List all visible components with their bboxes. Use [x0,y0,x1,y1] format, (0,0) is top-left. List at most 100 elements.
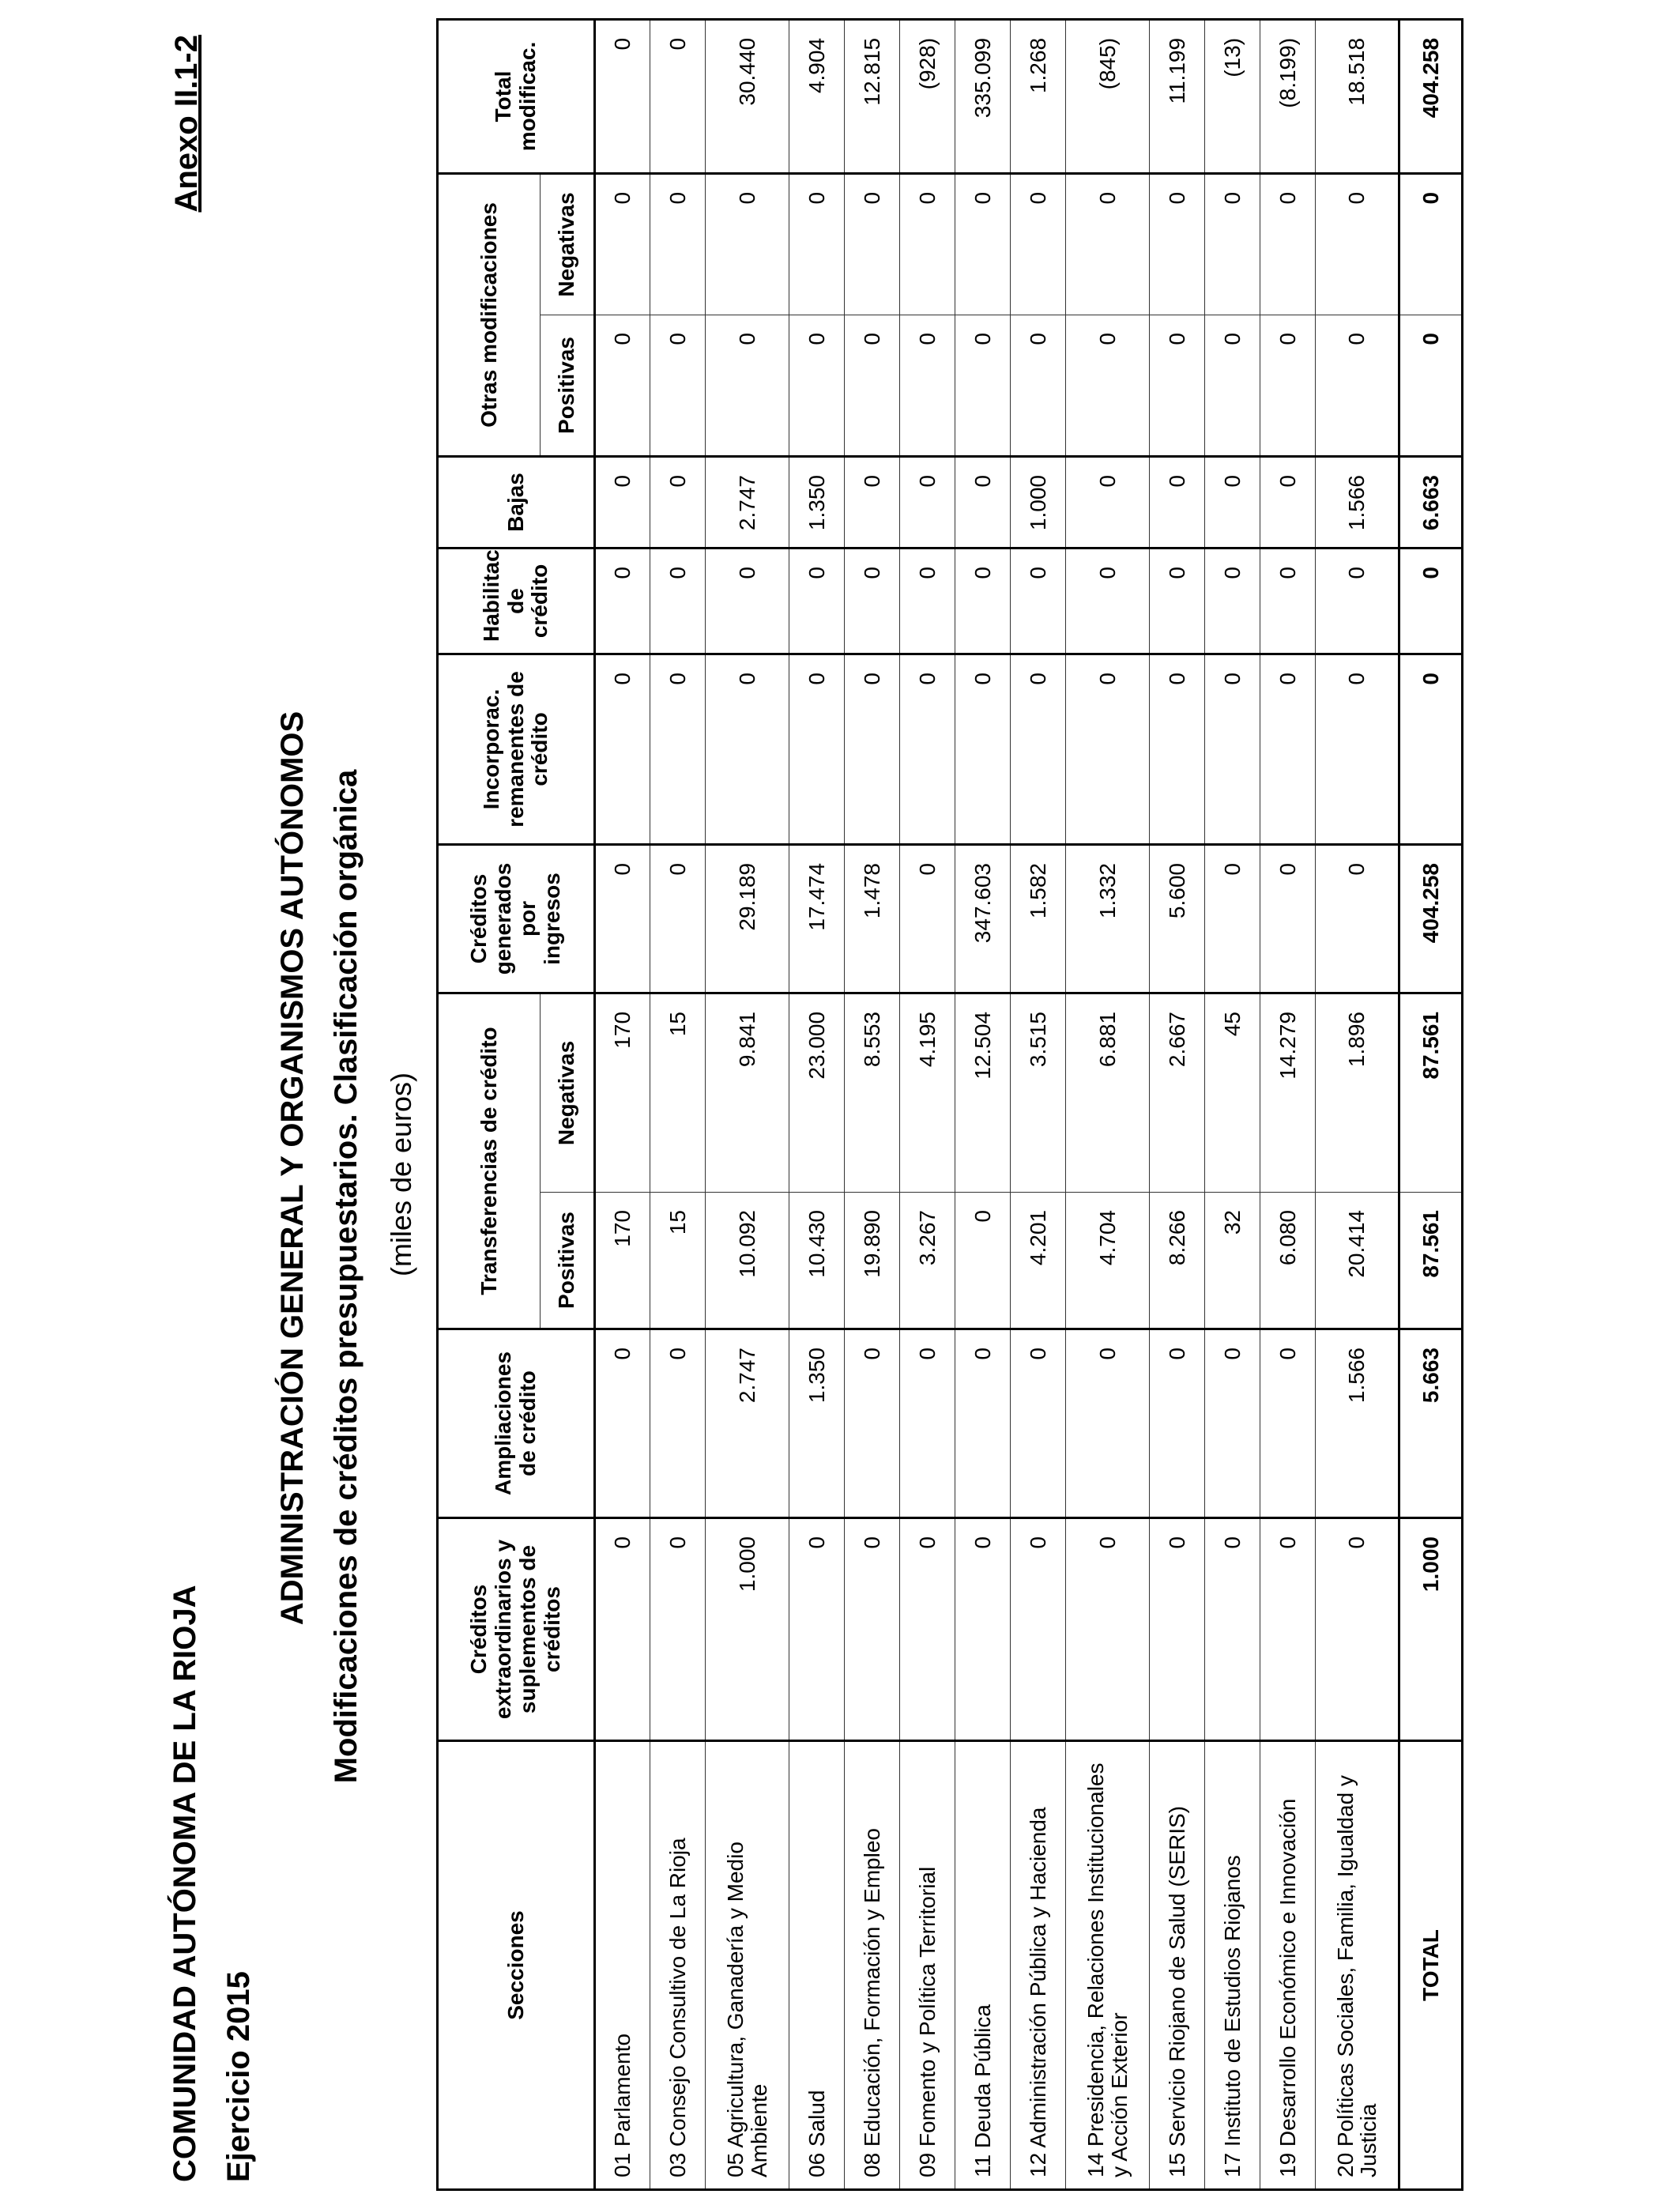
table-row: 20 Políticas Sociales, Familia, Igualdad… [1315,19,1399,2190]
value-cell: 4.704 [1065,1192,1150,1329]
value-cell: 0 [1010,173,1066,315]
value-cell: 0 [1260,456,1316,548]
table-row: 09 Fomento y Política Territorial 0 0 3.267… [899,19,955,2190]
value-cell: 0 [1260,548,1316,654]
value-cell: 1.896 [1315,993,1399,1193]
section-name: 08 Educación, Formación y Empleo [844,1740,900,2190]
value-cell: 347.603 [955,844,1011,993]
modifications-table: Secciones Créditos extraordinarios y sup… [436,17,1463,2191]
value-cell: 2.747 [705,1329,789,1518]
value-cell: 0 [844,1329,900,1518]
value-cell: 8.553 [844,993,900,1193]
value-cell: 0 [1010,315,1066,457]
section-name: 14 Presidencia, Relaciones Institucional… [1065,1740,1150,2190]
value-cell: 15 [650,1192,706,1329]
organization-name: COMUNIDAD AUTÓNOMA DE LA RIOJA [168,1585,202,2182]
fiscal-year: Ejercicio 2015 [221,1971,256,2182]
value-cell: 5.663 [1399,1329,1463,1518]
value-cell: 0 [955,315,1011,457]
value-cell: 0 [789,548,845,654]
value-cell: 404.258 [1399,19,1463,174]
table-row: 03 Consejo Consultivo de La Rioja 0 0 15 15 0… [650,19,706,2190]
value-cell: 0 [705,548,789,654]
value-cell: 0 [1204,456,1260,548]
value-cell: 0 [1149,315,1205,457]
value-cell: 0 [955,173,1011,315]
value-cell: (8.199) [1260,19,1316,174]
value-cell: 0 [1260,1329,1316,1518]
value-cell: 19.890 [844,1192,900,1329]
value-cell: 170 [594,993,650,1193]
value-cell: 0 [1399,315,1463,457]
value-cell: 18.518 [1315,19,1399,174]
value-cell: 170 [594,1192,650,1329]
value-cell: 1.478 [844,844,900,993]
value-cell: 3.267 [899,1192,955,1329]
value-cell: 1.000 [1399,1517,1463,1741]
value-cell: 0 [1204,173,1260,315]
value-cell: 6.881 [1065,993,1150,1193]
value-cell: 0 [955,456,1011,548]
value-cell: 0 [1260,654,1316,845]
value-cell: 2.747 [705,456,789,548]
value-cell: 0 [1149,654,1205,845]
section-name: 20 Políticas Sociales, Familia, Igualdad… [1315,1740,1399,2190]
value-cell: 0 [650,456,706,548]
value-cell: 1.332 [1065,844,1150,993]
value-cell: 12.504 [955,993,1011,1193]
value-cell: 9.841 [705,993,789,1193]
value-cell: 0 [1315,654,1399,845]
section-name: 15 Servicio Riojano de Salud (SERIS) [1149,1740,1205,2190]
value-cell: 0 [1204,1329,1260,1518]
value-cell: 0 [899,654,955,845]
value-cell: 0 [1010,1329,1066,1518]
value-cell: (928) [899,19,955,174]
value-cell: 45 [1204,993,1260,1193]
value-cell: 0 [899,173,955,315]
value-cell: 0 [844,1517,900,1741]
section-name: TOTAL [1399,1740,1463,2190]
value-cell: 32 [1204,1192,1260,1329]
value-cell: 0 [899,315,955,457]
value-cell: 3.515 [1010,993,1066,1193]
value-cell: 0 [705,654,789,845]
value-cell: 0 [650,1329,706,1518]
value-cell: 5.600 [1149,844,1205,993]
value-cell: 0 [1204,1517,1260,1741]
table-row: 14 Presidencia, Relaciones Institucional… [1065,19,1150,2190]
page-title: ADMINISTRACIÓN GENERAL Y ORGANISMOS AUTÓ… [275,711,310,1626]
value-cell: 0 [1315,173,1399,315]
header-transf-negativas: Negativas [540,993,595,1193]
value-cell: 6.080 [1260,1192,1316,1329]
header-transf-positivas: Positivas [540,1192,595,1329]
value-cell: 0 [789,173,845,315]
section-name: 01 Parlamento [594,1740,650,2190]
value-cell: 0 [594,1517,650,1741]
value-cell: 12.815 [844,19,900,174]
value-cell: 0 [789,315,845,457]
value-cell: 1.582 [1010,844,1066,993]
table-row: 19 Desarrollo Económico e Innovación 0 0 6.… [1260,19,1316,2190]
value-cell: 0 [1149,1329,1205,1518]
value-cell: 0 [844,315,900,457]
value-cell: 1.000 [705,1517,789,1741]
value-cell: 1.000 [1010,456,1066,548]
value-cell: 0 [650,173,706,315]
value-cell: 0 [1065,315,1150,457]
value-cell: 0 [1315,844,1399,993]
header-habilitac: Habilitac. de crédito [437,548,595,654]
section-name: 19 Desarrollo Económico e Innovación [1260,1740,1316,2190]
section-name: 05 Agricultura, Ganadería y Medio Ambien… [705,1740,789,2190]
value-cell: 0 [1010,548,1066,654]
value-cell: 0 [1315,548,1399,654]
value-cell: (13) [1204,19,1260,174]
value-cell: 0 [844,548,900,654]
value-cell: 4.201 [1010,1192,1066,1329]
section-name: 03 Consejo Consultivo de La Rioja [650,1740,706,2190]
value-cell: 0 [899,456,955,548]
value-cell: 20.414 [1315,1192,1399,1329]
value-cell: 0 [955,654,1011,845]
value-cell: 0 [1065,548,1150,654]
value-cell: 0 [650,654,706,845]
